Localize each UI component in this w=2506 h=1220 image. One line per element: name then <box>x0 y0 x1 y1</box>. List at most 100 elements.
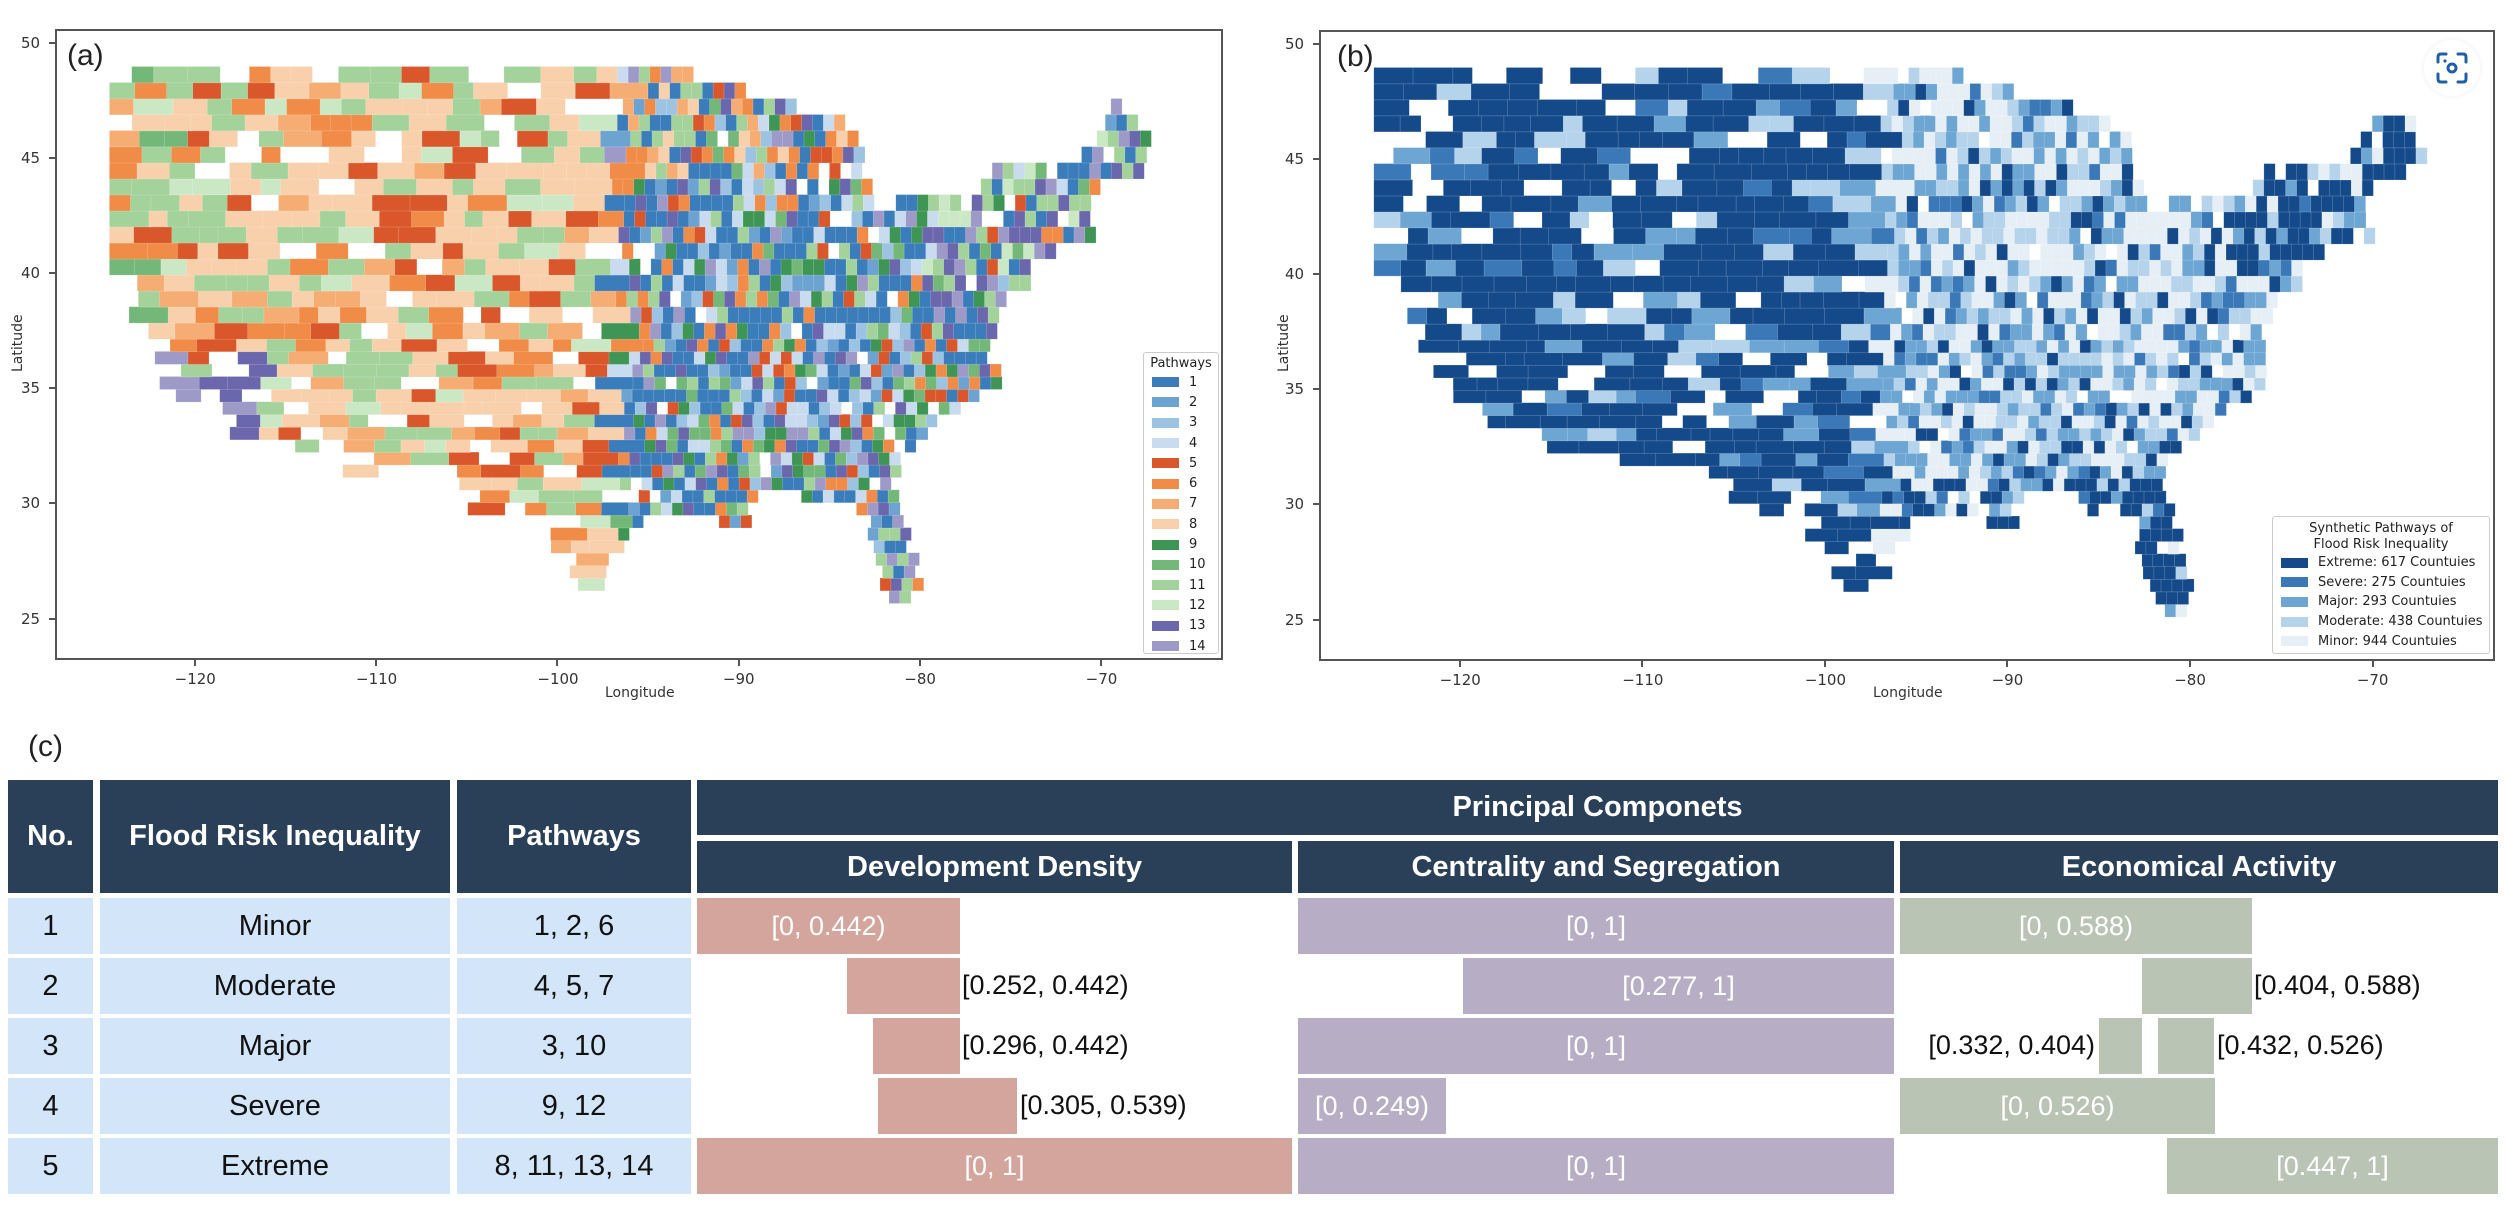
county-cell <box>2163 307 2176 325</box>
county-cell <box>451 426 476 441</box>
county-cell <box>2131 389 2143 404</box>
county-cell <box>1496 131 1517 149</box>
county-cell <box>2341 227 2354 245</box>
county-cell <box>371 338 402 353</box>
county-cell <box>639 451 652 466</box>
county-cell <box>1056 178 1069 196</box>
county-cell <box>882 565 894 579</box>
county-cell <box>802 351 815 365</box>
county-cell <box>2152 389 2165 404</box>
county-cell <box>797 401 810 415</box>
county-cell <box>676 414 689 428</box>
county-cell <box>2088 179 2101 197</box>
county-cell <box>791 451 804 466</box>
legend-swatch <box>1152 438 1179 449</box>
county-cell <box>2004 291 2016 309</box>
county-cell <box>675 338 688 353</box>
county-cell <box>2067 179 2079 197</box>
county-cell <box>245 226 278 244</box>
county-cell <box>109 98 135 116</box>
interval-label: [0.305, 0.539) <box>1020 1090 1187 1120</box>
legend-label: Severe: 275 Countuies <box>2318 574 2466 590</box>
county-cell <box>2071 415 2084 429</box>
county-cell <box>1734 440 1757 454</box>
county-cell <box>318 306 341 324</box>
county-cell <box>899 351 912 365</box>
county-cell <box>2054 307 2066 325</box>
county-cell <box>627 66 640 84</box>
visual-search-button[interactable] <box>2424 40 2480 96</box>
county-cell <box>2135 291 2148 309</box>
county-cell <box>1733 477 1773 492</box>
county-cell <box>640 464 653 478</box>
county-cell <box>1914 490 1927 505</box>
county-cell <box>1863 307 1903 325</box>
county-cell <box>732 401 745 415</box>
county-cell <box>2090 352 2103 366</box>
county-cell <box>1019 226 1032 244</box>
county-cell <box>540 66 575 84</box>
county-cell <box>672 258 685 276</box>
county-cell <box>2148 415 2160 429</box>
county-cell <box>1002 162 1015 180</box>
county-cell <box>2138 259 2151 277</box>
legend-swatch <box>2281 616 2308 627</box>
county-cell <box>1983 211 1996 229</box>
county-cell <box>281 414 321 428</box>
county-cell <box>986 226 999 244</box>
county-cell <box>446 194 469 212</box>
county-cell <box>2051 402 2063 416</box>
county-cell <box>343 439 375 453</box>
county-cell <box>2318 179 2330 197</box>
county-cell <box>835 451 847 466</box>
county-cell <box>1728 490 1758 505</box>
county-cell <box>817 439 830 453</box>
county-cell <box>573 489 603 504</box>
county-cell <box>1697 259 1727 277</box>
county-cell <box>364 258 396 276</box>
county-cell <box>1566 389 1590 404</box>
x-tick-label: −90 <box>1991 671 2024 689</box>
county-cell <box>1373 243 1408 261</box>
county-cell <box>2310 195 2323 213</box>
county-cell <box>2066 147 2079 165</box>
county-cell <box>698 439 711 453</box>
county-cell <box>835 464 848 478</box>
county-cell <box>792 306 805 324</box>
county-cell <box>412 351 449 365</box>
county-cell <box>2090 377 2103 391</box>
interval-bar: [0, 0.442) <box>697 898 960 954</box>
visual-search-icon <box>2436 52 2468 84</box>
county-cell <box>1132 162 1145 180</box>
county-cell <box>1461 291 1489 309</box>
county-cell <box>903 388 915 403</box>
county-cell <box>343 363 378 378</box>
county-cell <box>1589 179 1612 197</box>
county-cell <box>1629 377 1663 391</box>
county-cell <box>848 388 861 403</box>
county-cell <box>441 258 466 276</box>
county-cell <box>1890 503 1903 517</box>
county-cell <box>933 306 946 324</box>
county-cell <box>687 98 700 116</box>
county-cell <box>2127 259 2140 277</box>
county-cell <box>675 363 688 378</box>
header-development-density: Development Density <box>697 841 1292 893</box>
county-cell <box>1763 147 1787 165</box>
county-cell <box>318 162 349 180</box>
county-cell <box>534 363 555 378</box>
county-cell <box>2247 243 2260 261</box>
county-cell <box>1887 243 1900 261</box>
legend-swatch <box>1152 377 1179 388</box>
county-cell <box>1470 179 1502 197</box>
county-cell <box>813 258 826 276</box>
county-cell <box>260 414 283 428</box>
county-cell <box>878 451 891 466</box>
county-cell <box>247 82 276 100</box>
county-cell <box>656 194 669 212</box>
county-cell <box>1981 452 1994 467</box>
county-cell <box>601 464 631 478</box>
county-cell <box>2254 339 2267 354</box>
county-cell <box>1805 163 1829 181</box>
county-cell <box>962 290 975 308</box>
